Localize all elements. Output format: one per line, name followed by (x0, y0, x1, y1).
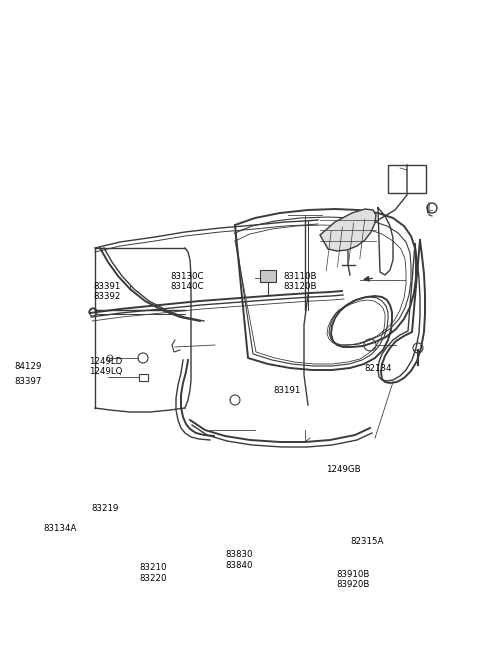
Text: 83210
83220: 83210 83220 (139, 563, 167, 583)
Text: 82134: 82134 (365, 364, 392, 373)
Text: 83110B
83120B: 83110B 83120B (283, 272, 317, 291)
Text: 83219: 83219 (91, 504, 119, 514)
Text: 83910B
83920B: 83910B 83920B (336, 570, 370, 590)
Text: 83397: 83397 (14, 377, 42, 386)
Text: 1249GB: 1249GB (326, 465, 361, 474)
Text: 83191: 83191 (274, 386, 301, 396)
Polygon shape (320, 209, 376, 251)
Bar (388, 165, 426, 193)
Text: 84129: 84129 (14, 362, 42, 371)
Text: 1249LD
1249LQ: 1249LD 1249LQ (89, 357, 122, 377)
Bar (260, 270, 276, 282)
Text: 83130C
83140C: 83130C 83140C (170, 272, 204, 291)
Text: 83134A: 83134A (43, 524, 77, 533)
Bar (139, 374, 148, 381)
Text: 82315A: 82315A (350, 537, 384, 546)
Text: 83391
83392: 83391 83392 (94, 282, 121, 301)
Text: 83830
83840: 83830 83840 (226, 550, 253, 570)
